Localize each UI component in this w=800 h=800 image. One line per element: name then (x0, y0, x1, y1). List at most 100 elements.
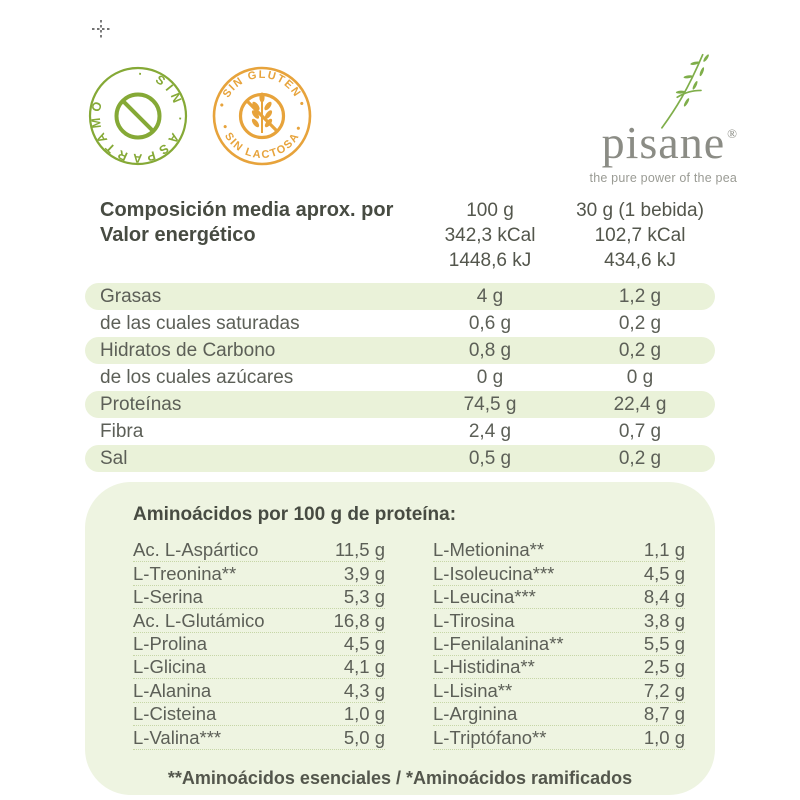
brand-logo: pisane ® the pure power of the pea (552, 40, 738, 190)
amino-row: L-Treonina** 3,9 g (133, 562, 385, 586)
amino-value: 5,5 g (643, 632, 685, 654)
amino-acids-title: Aminoácidos por 100 g de proteína: (133, 504, 457, 525)
amino-row: Ac. L-Glutámico 16,8 g (133, 609, 385, 633)
amino-acids-grid: Ac. L-Aspártico 11,5 g L-Treonina** 3,9 g … (85, 526, 715, 750)
amino-name: L-Alanina (133, 679, 212, 701)
registered-mark: ® (727, 126, 738, 141)
amino-name: L-Arginina (433, 703, 518, 725)
amino-value: 11,5 g (334, 539, 385, 561)
table-title: Composición media aprox. por (100, 199, 394, 221)
table-row: Sal 0,5 g 0,2 g (85, 445, 715, 472)
sin-gluten-lactosa-badge: • SIN GLUTEN • • SIN LACTOSA • (212, 66, 312, 171)
row-label: Proteínas (100, 393, 182, 415)
amino-right-column: L-Metionina** 1,1 g L-Isoleucina*** 4,5 g … (433, 539, 685, 750)
amino-value: 3,8 g (643, 609, 685, 631)
amino-name: L-Leucina*** (433, 586, 536, 608)
column-header-100g: 100 g (466, 199, 514, 221)
badge-outer-ring (88, 66, 188, 166)
energy-kcal-30g: 102,7 kCal (594, 224, 686, 246)
amino-value: 5,0 g (343, 726, 385, 748)
amino-value: 1,1 g (643, 539, 685, 561)
amino-acids-footnote: **Aminoácidos esenciales / *Aminoácidos … (167, 767, 633, 788)
energy-kj-30g: 434,6 kJ (604, 249, 676, 271)
amino-name: L-Serina (133, 586, 203, 608)
amino-name: L-Treonina** (133, 562, 237, 584)
table-row: Proteínas 74,5 g 22,4 g (85, 391, 715, 418)
row-label: de las cuales saturadas (100, 312, 300, 334)
amino-name: L-Fenilalanina** (433, 632, 564, 654)
amino-value: 8,4 g (643, 586, 685, 608)
row-value-30g: 0,2 g (618, 447, 662, 469)
amino-name: L-Histidina** (433, 656, 535, 678)
amino-row: L-Isoleucina*** 4,5 g (433, 562, 685, 586)
row-value-100g: 0 g (476, 366, 504, 388)
amino-row: L-Prolina 4,5 g (133, 633, 385, 656)
table-row: Grasas 4 g 1,2 g (85, 283, 715, 310)
row-value-30g: 1,2 g (618, 285, 662, 307)
row-value-100g: 0,5 g (468, 447, 512, 469)
amino-name: L-Glicina (133, 656, 206, 678)
amino-name: Ac. L-Glutámico (133, 609, 265, 631)
amino-name: Ac. L-Aspártico (133, 539, 259, 561)
energy-kcal-100g: 342,3 kCal (444, 224, 536, 246)
amino-name: L-Lisina** (433, 679, 513, 701)
amino-row: L-Leucina*** 8,4 g (433, 586, 685, 610)
amino-row: L-Serina 5,3 g (133, 586, 385, 610)
crosshair-icon (92, 20, 110, 43)
amino-value: 1,0 g (643, 726, 685, 748)
amino-value: 2,5 g (643, 656, 685, 678)
amino-name: L-Triptófano** (433, 726, 547, 748)
amino-acids-panel: Aminoácidos por 100 g de proteína: Ac. L… (85, 482, 715, 795)
amino-name: L-Prolina (133, 632, 208, 654)
amino-name: L-Metionina** (433, 539, 545, 561)
row-label: Grasas (100, 285, 162, 307)
amino-left-column: Ac. L-Aspártico 11,5 g L-Treonina** 3,9 g … (133, 539, 385, 750)
amino-value: 4,3 g (343, 679, 385, 701)
brand-tagline: the pure power of the pea (589, 171, 737, 185)
pea-sprig-icon (661, 53, 709, 129)
row-label: Fibra (100, 420, 144, 442)
amino-row: L-Arginina 8,7 g (433, 703, 685, 727)
sin-aspartamo-badge: · SIN · ASPARTAMO (88, 66, 188, 171)
no-sign-icon (114, 92, 162, 140)
amino-row: L-Metionina** 1,1 g (433, 539, 685, 563)
energy-label: Valor energético (100, 224, 256, 246)
amino-name: L-Isoleucina*** (433, 562, 555, 584)
table-header-row: Composición media aprox. por 100 g 30 g … (85, 198, 715, 223)
amino-name: L-Tirosina (433, 609, 515, 631)
table-row: de los cuales azúcares 0 g 0 g (85, 364, 715, 391)
amino-value: 4,5 g (343, 632, 385, 654)
amino-value: 16,8 g (333, 609, 385, 631)
amino-name: L-Cisteina (133, 703, 217, 725)
amino-row: L-Lisina** 7,2 g (433, 679, 685, 703)
energy-kj-100g: 1448,6 kJ (448, 249, 532, 271)
amino-value: 4,5 g (643, 562, 685, 584)
amino-value: 1,0 g (343, 703, 385, 725)
row-value-100g: 74,5 g (463, 393, 517, 415)
table-row: Hidratos de Carbono 0,8 g 0,2 g (85, 337, 715, 364)
amino-row: Ac. L-Aspártico 11,5 g (133, 539, 385, 563)
row-value-30g: 22,4 g (613, 393, 667, 415)
amino-value: 8,7 g (643, 703, 685, 725)
amino-row: L-Valina*** 5,0 g (133, 726, 385, 750)
row-label: Sal (100, 447, 128, 469)
crosshair-icon (92, 20, 110, 38)
amino-value: 3,9 g (343, 562, 385, 584)
row-label: de los cuales azúcares (100, 366, 294, 388)
amino-row: L-Triptófano** 1,0 g (433, 726, 685, 750)
amino-row: L-Alanina 4,3 g (133, 679, 385, 703)
crossed-wheat-icon (238, 92, 286, 140)
row-value-100g: 4 g (476, 285, 504, 307)
amino-row: L-Cisteina 1,0 g (133, 703, 385, 727)
amino-row: L-Glicina 4,1 g (133, 656, 385, 680)
amino-row: L-Tirosina 3,8 g (433, 609, 685, 633)
amino-value: 4,1 g (343, 656, 385, 678)
amino-value: 7,2 g (643, 679, 685, 701)
row-value-100g: 0,6 g (468, 312, 512, 334)
table-row: Fibra 2,4 g 0,7 g (85, 418, 715, 445)
row-value-30g: 0,2 g (618, 312, 662, 334)
energy-row-kcal: Valor energético 342,3 kCal 102,7 kCal (85, 223, 715, 248)
energy-row-kj: 1448,6 kJ 434,6 kJ (85, 248, 715, 273)
brand-name: pisane (601, 117, 726, 168)
